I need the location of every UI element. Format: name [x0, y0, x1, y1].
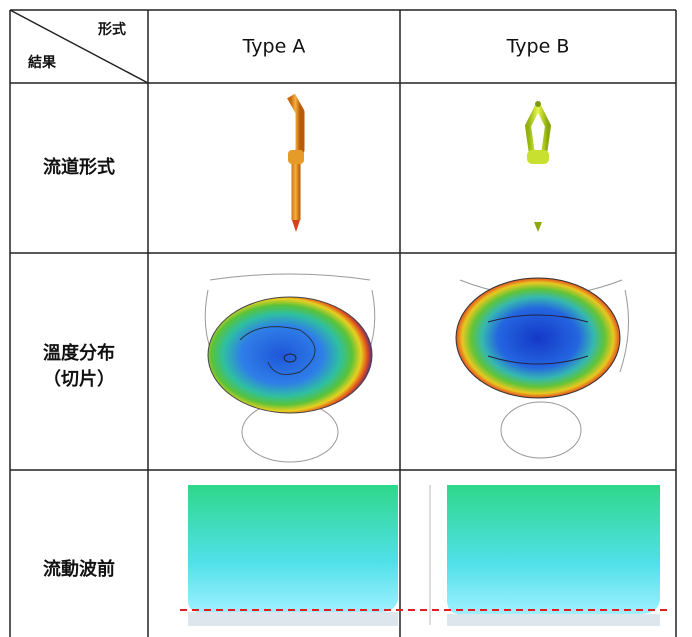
runner-joint: [288, 150, 304, 164]
temperature-image-a: [204, 273, 376, 463]
flow-image-a: [188, 485, 398, 626]
grid: [9, 9, 677, 637]
row-label: （切片）: [43, 368, 115, 390]
contour: [487, 314, 589, 365]
flow-image-b: [429, 485, 660, 626]
runner-tip: [534, 222, 542, 232]
outline: [619, 289, 630, 373]
runner-joint: [527, 150, 549, 164]
row-label: 流動波前: [43, 558, 115, 580]
col-header: 形式: [98, 21, 126, 38]
flow-front: [188, 485, 398, 612]
runner-gate: [535, 101, 541, 107]
contour: [283, 353, 297, 363]
mold-base: [447, 614, 660, 626]
column-title: Type A: [242, 36, 306, 58]
contour: [239, 326, 316, 375]
runner-image-a: [287, 93, 305, 232]
outline: [209, 273, 371, 281]
column-title: Type B: [506, 36, 570, 58]
runner-image-b: [524, 101, 552, 232]
row-header: 結果: [28, 54, 57, 71]
row-label: 溫度分布: [43, 342, 115, 364]
row-label: 流道形式: [43, 156, 115, 178]
runner: [524, 104, 552, 155]
runner-tip: [292, 220, 300, 232]
temperature-map: [207, 296, 373, 414]
temperature-map: [455, 277, 621, 399]
diagonal: [9, 9, 149, 84]
mold-base: [188, 612, 398, 626]
temperature-image-b: [455, 277, 630, 459]
flow-front: [447, 485, 660, 614]
outline: [500, 401, 582, 459]
